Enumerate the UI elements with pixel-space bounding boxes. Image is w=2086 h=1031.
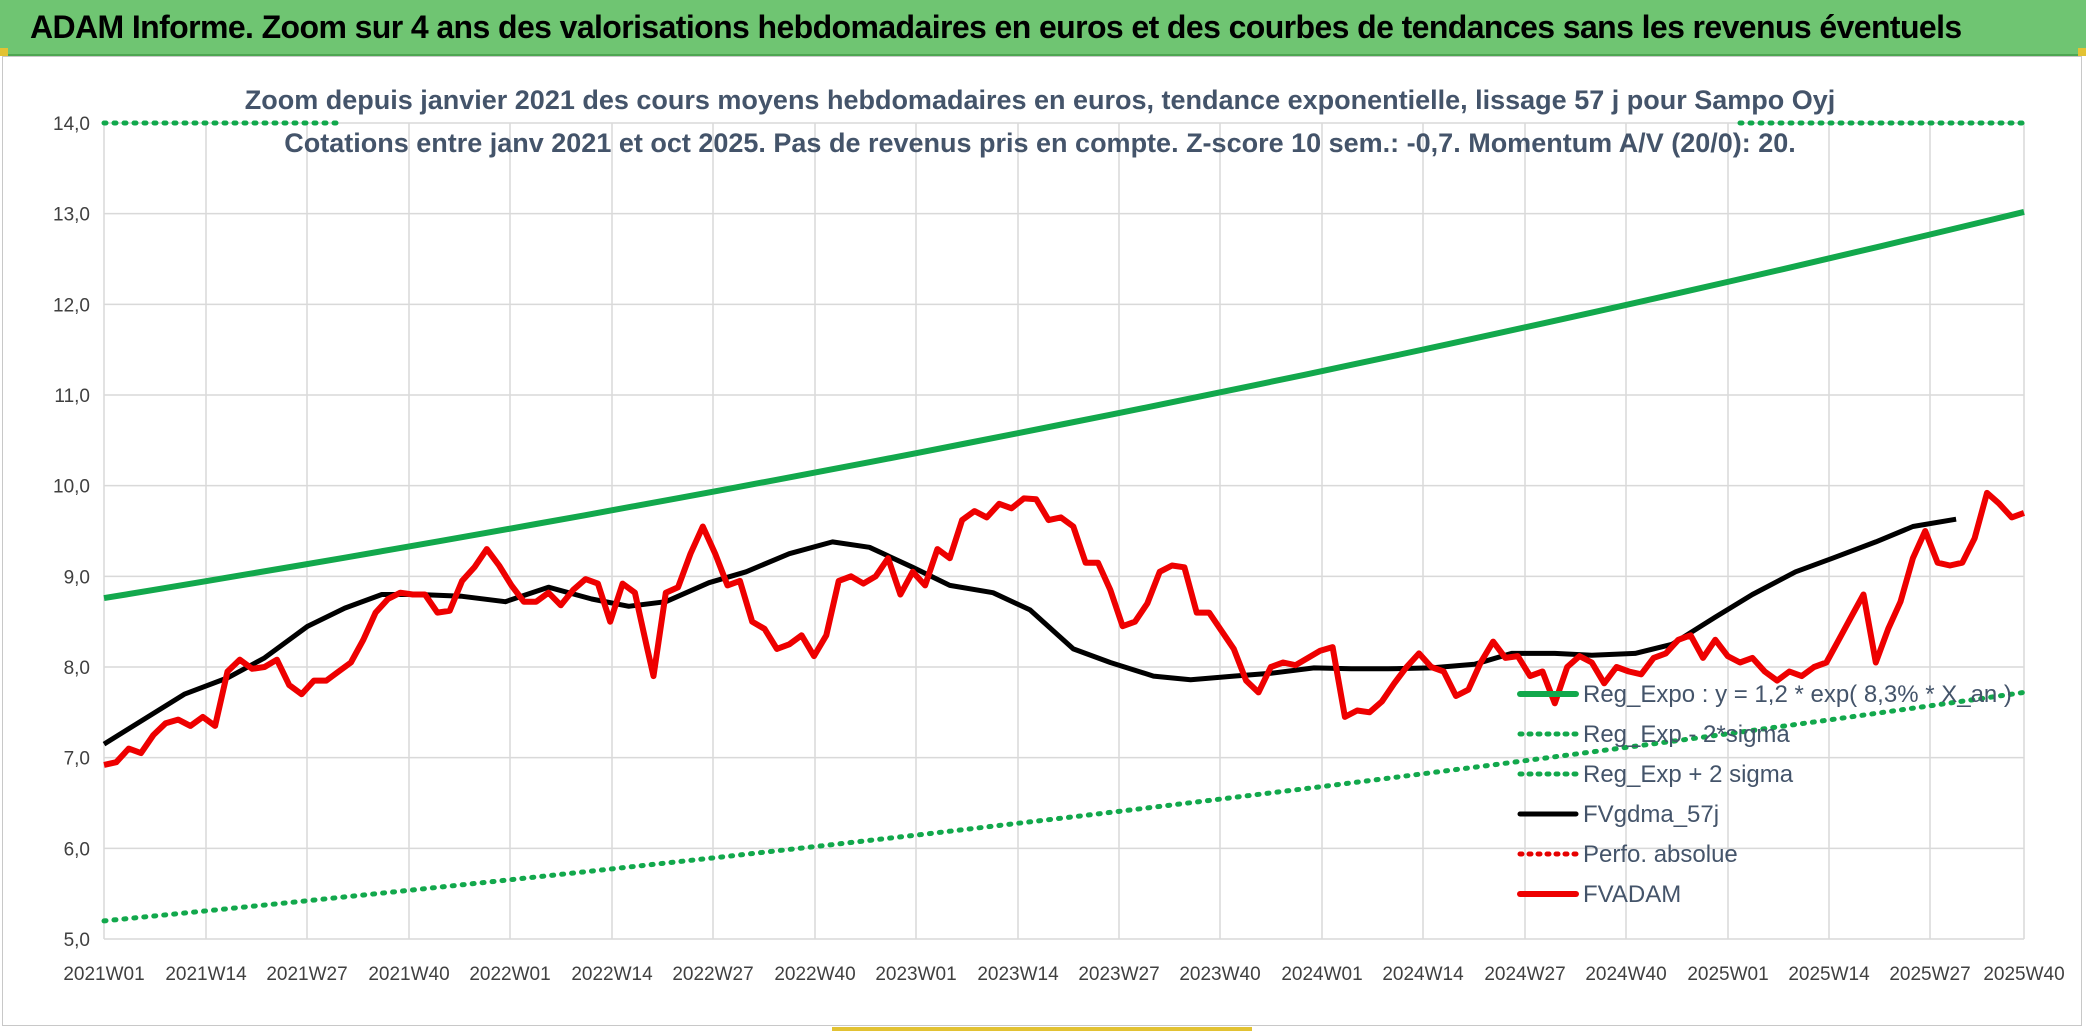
x-tick-label: 2022W01 [469,964,550,985]
x-tick-label: 2023W40 [1179,964,1260,985]
series-reg-expo [103,208,2025,602]
grid [103,122,2025,940]
x-tick-label: 2025W40 [1983,964,2064,985]
corner-marker-left [0,48,8,56]
y-tick-label: 5,0 [64,930,90,951]
y-tick-label: 13,0 [53,205,90,226]
x-tick-label: 2024W40 [1585,964,1666,985]
x-tick-label: 2021W01 [63,964,144,985]
x-tick-label: 2021W14 [165,964,247,985]
x-tick-label: 2022W27 [672,964,753,985]
legend: Reg_Expo : y = 1,2 * exp( 8,3% * X_an ) R… [1517,681,2012,908]
x-tick-label: 2022W40 [774,964,855,985]
x-tick-label: 2024W27 [1484,964,1565,985]
series-fvadam [103,489,2026,768]
y-tick-label: 14,0 [53,114,90,135]
y-tick-label: 8,0 [64,658,90,679]
bottom-marker [832,1027,1252,1031]
report-banner: ADAM Informe. Zoom sur 4 ans des valoris… [0,0,2086,56]
x-tick-label: 2023W01 [875,964,956,985]
x-tick-label: 2022W14 [571,964,653,985]
y-tick-label: 12,0 [53,295,90,316]
y-tick-label: 10,0 [53,477,90,498]
x-tick-label: 2023W14 [977,964,1059,985]
legend-label: Reg_Expo : y = 1,2 * exp( 8,3% * X_an ) [1583,681,2012,708]
legend-label: Reg_Exp + 2 sigma [1583,761,1794,788]
x-tick-label: 2024W01 [1281,964,1362,985]
chart-title-line2: Cotations entre janv 2021 et oct 2025. P… [284,128,1796,158]
x-tick-label: 2025W01 [1687,964,1768,985]
x-tick-label: 2021W40 [368,964,449,985]
report-title: ADAM Informe. Zoom sur 4 ans des valoris… [30,9,1962,45]
legend-label: FVADAM [1583,881,1681,908]
series-fvgdma-57j [102,516,1957,747]
y-tick-label: 9,0 [64,567,90,588]
legend-label: Perfo. absolue [1583,841,1738,868]
series-layer [101,120,2027,924]
y-tick-label: 11,0 [54,386,90,407]
axis-labels: 5,0 6,0 7,0 8,0 9,0 10,0 11,0 12,0 13,0 14,0 2021W… [53,114,2065,985]
x-tick-label: 2025W14 [1788,964,1870,985]
chart-frame [2,56,2082,1026]
x-tick-label: 2023W27 [1078,964,1159,985]
x-tick-label: 2025W27 [1889,964,1970,985]
legend-label: FVgdma_57j [1583,801,1719,828]
series-reg-exp-minus-2sigma [101,689,2027,924]
x-tick-label: 2024W14 [1382,964,1464,985]
y-tick-label: 6,0 [64,839,90,860]
y-tick-label: 7,0 [64,749,90,770]
x-tick-label: 2021W27 [266,964,347,985]
corner-marker-right [2078,48,2086,56]
chart-title-line1: Zoom depuis janvier 2021 des cours moyen… [245,85,1836,115]
legend-label: Reg_Exp - 2*sigma [1583,721,1790,748]
